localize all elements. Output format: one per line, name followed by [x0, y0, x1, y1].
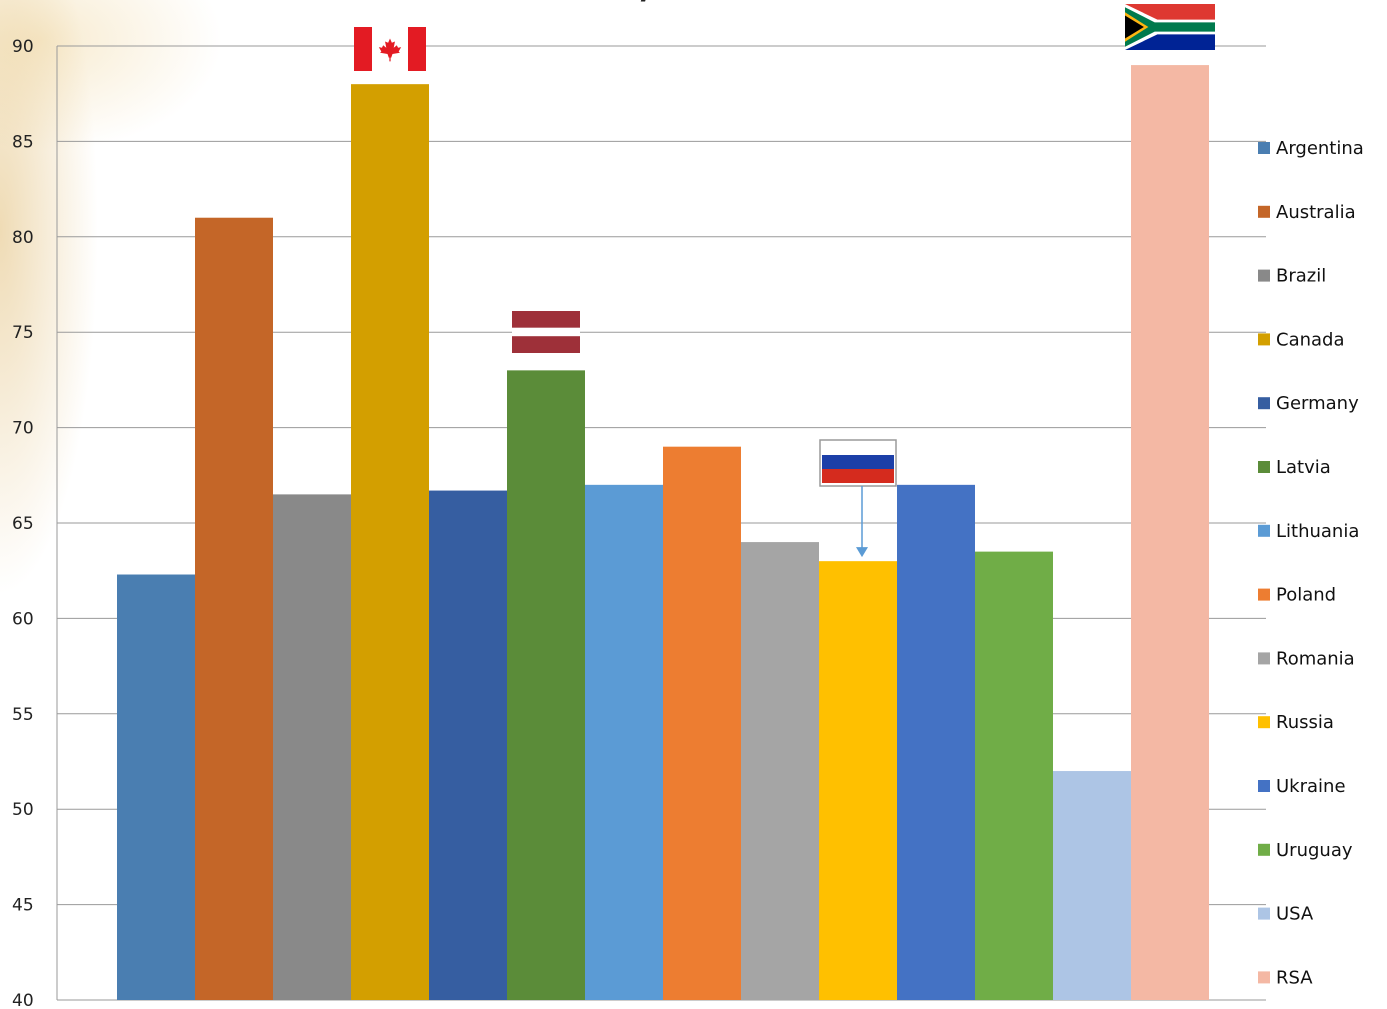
bar-australia [195, 217, 273, 1001]
south-africa-flag-icon [1125, 4, 1215, 50]
bar-romania [741, 542, 819, 1000]
legend-label: Germany [1276, 393, 1359, 414]
legend: Argentina Australia Brazil Canada Germany Lat… [1258, 138, 1364, 988]
legend-label: Lithuania [1276, 521, 1359, 542]
bar-russia [819, 561, 897, 1000]
legend-label: Poland [1276, 585, 1336, 606]
bar-rsa [1131, 65, 1209, 1000]
arrow-head [856, 547, 868, 558]
chart-title: 2015/2016 [529, 0, 766, 8]
y-tick-label: 65 [12, 514, 34, 534]
legend-label: Latvia [1276, 457, 1331, 478]
legend-swatch [1258, 524, 1270, 537]
bar-argentina [117, 574, 195, 1000]
y-tick-label: 40 [12, 991, 34, 1009]
y-tick-label: 85 [12, 132, 34, 152]
legend-label: Romania [1276, 648, 1355, 669]
y-tick-label: 60 [12, 609, 34, 629]
legend-swatch [1258, 907, 1270, 920]
legend-swatch [1258, 205, 1270, 218]
legend-swatch [1258, 843, 1270, 856]
legend-label: Russia [1276, 712, 1334, 733]
bar-poland [663, 446, 741, 1000]
legend-label: USA [1276, 904, 1314, 925]
legend-swatch [1258, 716, 1270, 729]
y-tick-label: 50 [12, 800, 34, 820]
legend-label: Ukraine [1276, 776, 1346, 797]
legend-label: Canada [1276, 329, 1345, 350]
legend-label: RSA [1276, 967, 1313, 988]
bar-usa [1053, 771, 1131, 1000]
bars [117, 65, 1209, 1001]
legend-swatch [1258, 333, 1270, 346]
legend-swatch [1258, 461, 1270, 473]
bar-brazil [273, 494, 351, 1000]
legend-label: Uruguay [1276, 840, 1353, 861]
bar-canada [351, 84, 429, 1000]
legend-swatch [1258, 652, 1270, 665]
y-tick-label: 90 [12, 37, 34, 57]
legend-label: Brazil [1276, 266, 1326, 287]
y-tick-label: 45 [12, 896, 34, 916]
legend-swatch [1258, 971, 1270, 984]
y-tick-label: 75 [12, 323, 34, 343]
bar-uruguay [975, 551, 1053, 1000]
legend-swatch [1258, 142, 1270, 154]
bar-latvia [507, 370, 585, 1000]
legend-label: Australia [1276, 202, 1356, 223]
russia-flag-icon [819, 439, 897, 487]
legend-swatch [1258, 269, 1270, 282]
bar-ukraine [897, 484, 975, 1001]
legend-label: Argentina [1276, 138, 1364, 159]
canada-flag-icon [354, 27, 426, 71]
bar-germany [429, 490, 507, 1000]
latvia-flag-icon [512, 311, 580, 353]
y-tick-label: 55 [12, 705, 34, 725]
bar-lithuania [585, 484, 663, 1001]
y-axis: 40 45 50 55 60 65 70 75 80 85 90 [12, 37, 58, 1009]
y-tick-label: 70 [12, 419, 34, 439]
flag-annotations [354, 4, 1215, 558]
legend-swatch [1258, 780, 1270, 792]
legend-swatch [1258, 397, 1270, 410]
legend-swatch [1258, 588, 1270, 601]
y-tick-label: 80 [12, 228, 34, 248]
